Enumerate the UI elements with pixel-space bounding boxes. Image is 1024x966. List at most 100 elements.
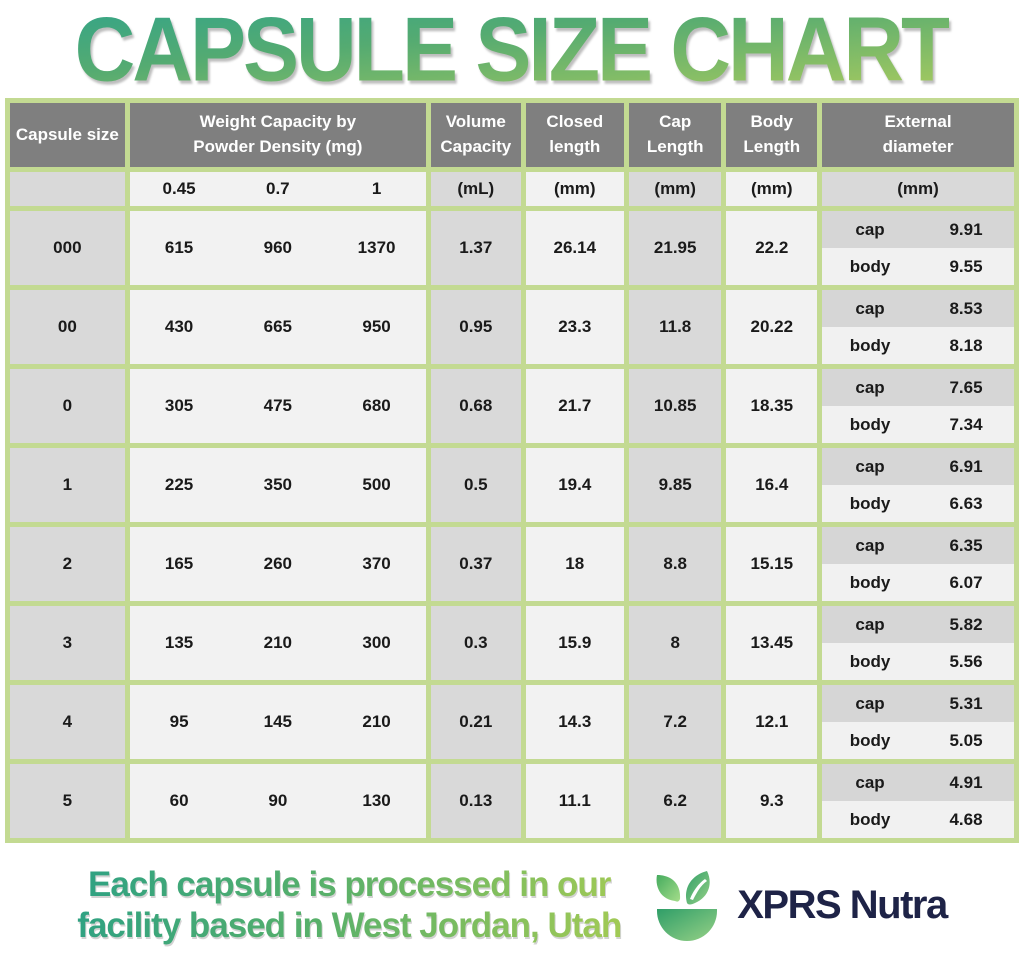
header-external-diameter: External diameter	[822, 103, 1014, 167]
external-cap-label: cap	[855, 456, 885, 476]
density-0.45-label: 0.45	[162, 179, 196, 198]
cell-cap-length: 8.8	[628, 527, 722, 601]
cell-body-length: 9.3	[726, 764, 818, 838]
cell-external-diameter: cap 6.35 body 6.07	[822, 527, 1014, 601]
table-body: 000 615 960 1370 1.37 26.14 21.95 22.2	[10, 211, 1014, 838]
external-cap-value: 4.91	[949, 772, 983, 792]
cell-capsule-size: 3	[10, 606, 125, 680]
weight-0.7-value: 960	[263, 238, 293, 257]
external-cap-label: cap	[855, 772, 885, 792]
header-volume-capacity-label: Volume Capacity	[440, 112, 512, 156]
cell-weights: 165 260 370	[129, 527, 426, 601]
footer-note: Each capsule is processed in our facilit…	[77, 864, 621, 947]
units-closed: (mm)	[525, 172, 624, 206]
cell-external-diameter: cap 4.91 body 4.68	[822, 764, 1014, 838]
external-cap-value: 5.31	[949, 693, 983, 713]
cell-external-diameter: cap 9.91 body 9.55	[822, 211, 1014, 285]
external-body-label: body	[849, 651, 891, 671]
external-body-label: body	[849, 335, 891, 355]
header-external-diameter-label: External diameter	[882, 112, 954, 156]
table-row: 5 60 90 130 0.13 11.1 6.2 9.3 ca	[10, 764, 1014, 838]
cell-volume: 0.21	[430, 685, 521, 759]
cell-body-length: 22.2	[726, 211, 818, 285]
header-closed-length: Closed length	[525, 103, 624, 167]
external-cap-stripe: cap 8.53	[822, 290, 1014, 327]
cell-closed-length: 11.1	[525, 764, 624, 838]
external-body-value: 4.68	[949, 809, 983, 829]
weight-1-value: 210	[362, 712, 391, 731]
header-cap-length-label: Cap Length	[646, 112, 704, 156]
external-cap-stripe: cap 5.82	[822, 606, 1014, 643]
weight-1-value: 500	[362, 475, 391, 494]
external-cap-label: cap	[855, 693, 885, 713]
footer: Each capsule is processed in our facilit…	[0, 843, 1024, 961]
external-cap-label: cap	[855, 377, 885, 397]
footer-note-line2: facility based in West Jordan, Utah	[77, 906, 622, 945]
cell-body-length: 16.4	[726, 448, 818, 522]
units-external: (mm)	[822, 172, 1014, 206]
cell-weights: 225 350 500	[129, 448, 426, 522]
external-cap-value: 8.53	[949, 298, 983, 318]
weight-0.7-value: 350	[263, 475, 293, 494]
external-body-value: 5.56	[949, 651, 983, 671]
weight-0.45-value: 305	[164, 396, 194, 415]
capsule-size-table: Capsule size Weight Capacity by Powder D…	[5, 98, 1019, 843]
cell-capsule-size: 0	[10, 369, 125, 443]
weight-0.7-value: 210	[263, 633, 293, 652]
table-header-row: Capsule size Weight Capacity by Powder D…	[10, 103, 1014, 167]
units-density-columns: 0.45 0.7 1	[129, 172, 426, 206]
footer-note-line1: Each capsule is processed in our	[88, 864, 611, 904]
cell-weights: 305 475 680	[129, 369, 426, 443]
cell-volume: 0.13	[430, 764, 521, 838]
leaf-bowl-icon	[656, 871, 718, 941]
cell-closed-length: 26.14	[525, 211, 624, 285]
header-closed-length-label: Closed length	[546, 112, 604, 156]
table-row: 0 305 475 680 0.68 21.7 10.85 18.35	[10, 369, 1014, 443]
external-body-label: body	[849, 493, 891, 513]
cell-cap-length: 21.95	[628, 211, 722, 285]
table-units-row: 0.45 0.7 1 (mL) (mm) (mm) (mm) (mm)	[10, 172, 1014, 206]
cell-weights: 60 90 130	[129, 764, 426, 838]
external-body-label: body	[849, 256, 891, 276]
weight-0.7-value: 90	[268, 791, 288, 810]
cell-closed-length: 23.3	[525, 290, 624, 364]
cell-external-diameter: cap 8.53 body 8.18	[822, 290, 1014, 364]
external-body-value: 7.34	[949, 414, 983, 434]
external-cap-stripe: cap 4.91	[822, 764, 1014, 801]
table-row: 00 430 665 950 0.95 23.3 11.8 20.22	[10, 290, 1014, 364]
header-capsule-size-label: Capsule size	[15, 124, 119, 144]
cell-cap-length: 10.85	[628, 369, 722, 443]
weight-0.45-value: 430	[164, 317, 194, 336]
external-body-value: 9.55	[949, 256, 983, 276]
external-body-value: 6.07	[949, 572, 983, 592]
cell-cap-length: 9.85	[628, 448, 722, 522]
cell-closed-length: 15.9	[525, 606, 624, 680]
external-body-stripe: body 6.07	[822, 564, 1014, 601]
weight-0.7-value: 260	[263, 554, 293, 573]
cell-volume: 0.3	[430, 606, 521, 680]
external-body-stripe: body 4.68	[822, 801, 1014, 838]
weight-0.45-value: 95	[169, 712, 189, 731]
weight-0.45-value: 225	[164, 475, 194, 494]
external-body-stripe: body 5.56	[822, 643, 1014, 680]
external-body-stripe: body 8.18	[822, 327, 1014, 364]
cell-cap-length: 7.2	[628, 685, 722, 759]
cell-body-length: 20.22	[726, 290, 818, 364]
cell-capsule-size: 4	[10, 685, 125, 759]
cell-closed-length: 14.3	[525, 685, 624, 759]
cell-closed-length: 18	[525, 527, 624, 601]
table-row: 1 225 350 500 0.5 19.4 9.85 16.4	[10, 448, 1014, 522]
external-cap-stripe: cap 5.31	[822, 685, 1014, 722]
cell-volume: 0.5	[430, 448, 521, 522]
external-cap-label: cap	[855, 535, 885, 555]
cell-cap-length: 11.8	[628, 290, 722, 364]
weight-0.7-value: 665	[263, 317, 293, 336]
weight-1-value: 680	[362, 396, 391, 415]
external-cap-value: 6.91	[949, 456, 983, 476]
weight-1-value: 370	[362, 554, 391, 573]
weight-1-value: 1370	[357, 238, 396, 257]
table-row: 2 165 260 370 0.37 18 8.8 15.15	[10, 527, 1014, 601]
external-cap-stripe: cap 7.65	[822, 369, 1014, 406]
header-body-length: Body Length	[726, 103, 818, 167]
external-cap-label: cap	[855, 298, 885, 318]
